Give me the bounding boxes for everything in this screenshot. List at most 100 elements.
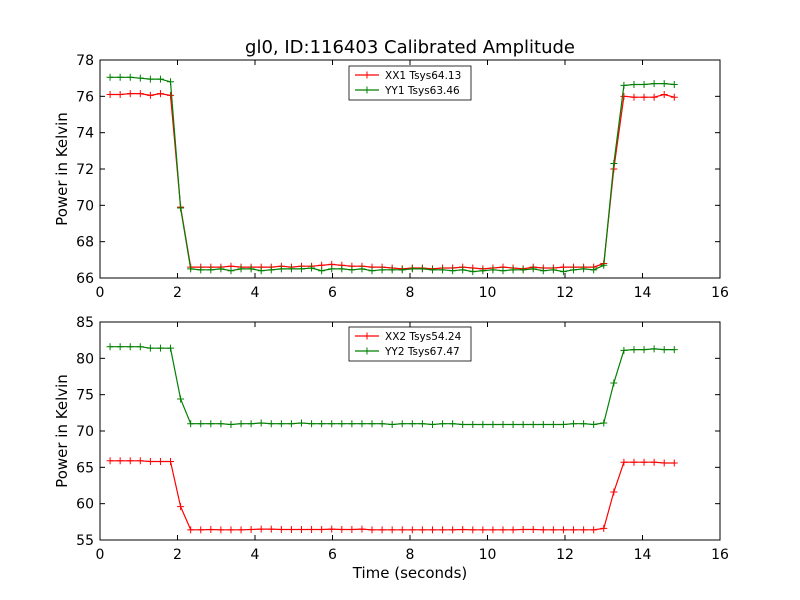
data-point-marker <box>368 526 376 534</box>
data-point-marker <box>408 420 416 428</box>
data-point-marker <box>459 420 467 428</box>
data-point-marker <box>156 344 164 352</box>
y-tick-label: 80 <box>76 351 94 367</box>
y-tick-label: 55 <box>76 533 94 549</box>
data-point-marker <box>106 73 114 81</box>
y-tick-label: 72 <box>76 162 94 178</box>
data-point-marker <box>287 420 295 428</box>
data-point-marker <box>207 266 215 274</box>
data-point-marker <box>116 73 124 81</box>
data-point-marker <box>136 74 144 82</box>
data-point-marker <box>146 75 154 83</box>
y-tick-label: 66 <box>76 271 94 287</box>
data-point-marker <box>610 160 618 168</box>
data-point-marker <box>167 458 175 466</box>
data-point-marker <box>348 266 356 274</box>
data-point-marker <box>449 526 457 534</box>
data-point-marker <box>298 265 305 273</box>
data-point-marker <box>418 265 426 273</box>
data-point-marker <box>237 265 245 273</box>
data-point-marker <box>428 420 436 428</box>
data-point-marker <box>640 93 648 101</box>
data-point-marker <box>136 90 144 98</box>
data-point-marker <box>237 420 245 428</box>
data-point-marker <box>559 268 567 276</box>
data-point-marker <box>217 526 225 534</box>
data-point-marker <box>398 266 406 274</box>
data-point-marker <box>418 526 426 534</box>
data-point-marker <box>408 526 416 534</box>
data-point-marker <box>539 267 547 275</box>
legend-box <box>348 326 472 362</box>
data-point-marker <box>217 265 225 273</box>
data-point-marker <box>187 265 195 273</box>
data-point-marker <box>156 90 164 98</box>
data-point-marker <box>318 267 326 275</box>
data-point-marker <box>499 267 507 275</box>
data-point-marker <box>378 526 386 534</box>
data-point-marker <box>156 75 164 83</box>
data-point-marker <box>499 420 507 428</box>
data-point-marker <box>167 78 175 86</box>
data-point-marker <box>650 458 658 466</box>
x-tick-label: 10 <box>479 547 497 563</box>
data-point-marker <box>459 266 467 274</box>
data-point-marker <box>267 266 275 274</box>
data-point-marker <box>529 525 537 533</box>
data-point-marker <box>217 420 225 428</box>
data-point-marker <box>328 265 336 273</box>
data-point-marker <box>539 526 547 534</box>
data-point-marker <box>287 525 295 533</box>
data-point-marker <box>600 524 608 532</box>
data-point-marker <box>126 90 134 98</box>
data-point-marker <box>428 526 436 534</box>
data-point-marker <box>267 525 275 533</box>
data-point-marker <box>590 420 598 428</box>
x-tick-label: 2 <box>173 285 182 301</box>
legend: XX2 Tsys54.24 YY2 Tsys67.47 <box>348 326 472 362</box>
data-point-marker <box>267 420 275 428</box>
data-point-marker <box>660 346 668 354</box>
data-point-marker <box>197 526 205 534</box>
data-point-marker <box>126 457 134 465</box>
data-point-marker <box>348 420 356 428</box>
y-tick-label: 85 <box>76 315 94 331</box>
legend-swatch-marker <box>363 332 371 340</box>
x-tick-label: 6 <box>328 285 337 301</box>
data-point-marker <box>610 488 618 496</box>
legend-entry-label: YY2 Tsys67.47 <box>384 346 460 358</box>
data-point-marker <box>156 458 164 466</box>
data-point-marker <box>388 420 396 428</box>
x-tick-label: 14 <box>634 285 652 301</box>
data-point-marker <box>670 459 678 467</box>
y-tick-label: 78 <box>76 53 94 69</box>
data-point-marker <box>670 93 678 101</box>
data-point-marker <box>116 457 124 465</box>
data-point-marker <box>247 420 255 428</box>
data-point-marker <box>600 419 608 427</box>
x-tick-label: 16 <box>711 285 729 301</box>
legend: XX1 Tsys64.13 YY1 Tsys63.46 <box>348 65 472 101</box>
legend-swatch-marker <box>363 347 371 355</box>
data-point-marker <box>590 526 598 534</box>
x-tick-label: 12 <box>556 285 574 301</box>
data-point-marker <box>358 420 366 428</box>
data-point-marker <box>519 420 527 428</box>
data-point-marker <box>136 343 144 351</box>
data-point-marker <box>378 420 386 428</box>
x-tick-label: 6 <box>328 547 337 563</box>
data-point-marker <box>328 420 336 428</box>
data-point-marker <box>398 526 406 534</box>
data-point-marker <box>469 420 477 428</box>
data-point-marker <box>479 526 487 534</box>
data-point-marker <box>469 268 477 276</box>
x-tick-label: 12 <box>556 547 574 563</box>
data-point-marker <box>559 420 567 428</box>
data-point-marker <box>388 266 396 274</box>
data-point-marker <box>439 526 447 534</box>
data-point-marker <box>308 525 316 533</box>
data-point-marker <box>469 526 477 534</box>
data-point-marker <box>368 267 376 275</box>
